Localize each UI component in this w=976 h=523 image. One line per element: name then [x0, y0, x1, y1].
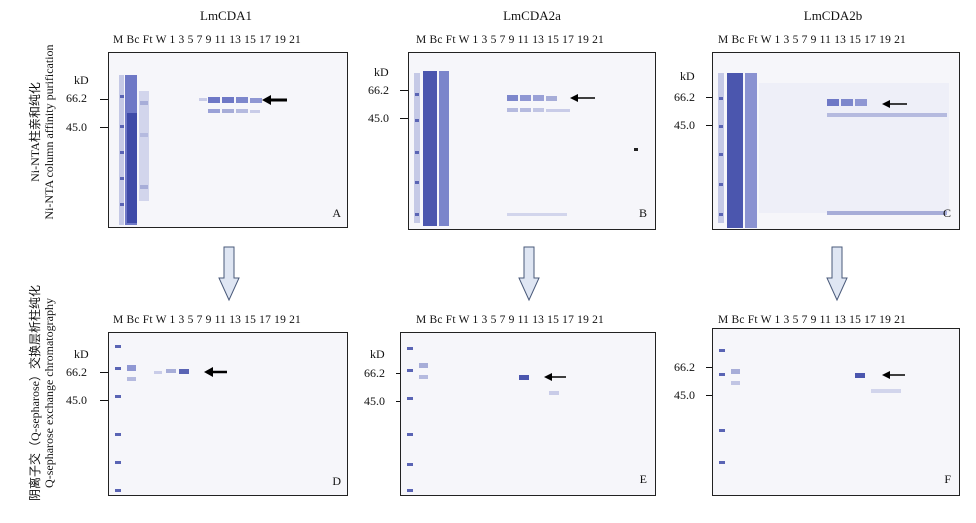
row-label-q-sepharose-cn: 阴离子交（Q-sepharose）交换层析柱纯化 — [28, 285, 42, 501]
mw-66-c: 66.2 — [674, 90, 695, 104]
mw-66-b: 66.2 — [368, 83, 389, 97]
mw-66-tick-d — [100, 372, 108, 373]
mw-45-a: 45.0 — [66, 120, 87, 134]
gel-panel-e: E — [400, 332, 656, 496]
down-arrow-icon — [826, 246, 848, 302]
lane-labels-c: M Bc Ft W 1 3 5 7 9 11 13 15 17 19 21 — [718, 34, 907, 46]
down-arrow-icon — [518, 246, 540, 302]
kd-label-a: kD — [74, 73, 89, 87]
mw-45-b: 45.0 — [368, 111, 389, 125]
kd-label-b: kD — [374, 65, 389, 79]
mw-66-tick-c — [706, 97, 714, 98]
gel-panel-d: D — [108, 332, 348, 496]
mw-66-a: 66.2 — [66, 91, 87, 105]
mw-45-tick-d — [100, 400, 108, 401]
down-arrow-icon — [218, 246, 240, 302]
kd-label-e: kD — [370, 347, 385, 361]
row-label-ni-nta-en: Ni-NTA column affinity purification — [42, 44, 56, 220]
lane-labels-d: M Bc Ft W 1 3 5 7 9 11 13 15 17 19 21 — [113, 314, 302, 326]
gel-panel-a: A — [108, 52, 348, 228]
row-label-ni-nta-cn: Ni-NTA柱亲和纯化 — [28, 82, 42, 182]
panel-label-f: F — [944, 472, 951, 486]
gel-image-d — [115, 345, 227, 492]
mw-66-f: 66.2 — [674, 360, 695, 374]
mw-45-f: 45.0 — [674, 388, 695, 402]
mw-45-tick-b — [400, 118, 408, 119]
mw-66-tick-b — [400, 90, 408, 91]
kd-label-d: kD — [74, 347, 89, 361]
mw-45-tick-f — [706, 395, 714, 396]
gel-image-f — [719, 349, 905, 464]
lane-labels-b: M Bc Ft W 1 3 5 7 9 11 13 15 17 19 21 — [416, 34, 605, 46]
mw-45-tick-a — [100, 127, 108, 128]
mw-66-tick-f — [706, 367, 714, 368]
panel-label-c: C — [942, 206, 951, 220]
gel-image-e — [407, 347, 566, 492]
row-label-q-sepharose-en: Q-sepharose exchange chromatography — [42, 298, 56, 488]
gel-panel-c: C — [712, 52, 960, 230]
column-title-lmcda2b: LmCDA2b — [803, 8, 863, 23]
column-title-lmcda2a: LmCDA2a — [503, 8, 561, 23]
mw-66-e: 66.2 — [364, 366, 385, 380]
row-label-q-sepharose: 阴离子交（Q-sepharose）交换层析柱纯化 Q-sepharose exc… — [28, 263, 56, 523]
lane-labels-e: M Bc Ft W 1 3 5 7 9 11 13 15 17 19 21 — [416, 314, 605, 326]
mw-45-e: 45.0 — [364, 394, 385, 408]
panel-label-a: A — [332, 206, 341, 220]
gel-panel-b: B — [408, 52, 656, 230]
mw-66-d: 66.2 — [66, 365, 87, 379]
lane-labels-f: M Bc Ft W 1 3 5 7 9 11 13 15 17 19 21 — [718, 314, 907, 326]
gel-image-c — [718, 73, 949, 228]
mw-45-d: 45.0 — [66, 393, 87, 407]
panel-label-d: D — [332, 474, 341, 488]
column-title-lmcda1: LmCDA1 — [200, 8, 252, 23]
row-label-ni-nta: Ni-NTA柱亲和纯化 Ni-NTA column affinity purif… — [28, 2, 56, 262]
panel-label-e: E — [639, 472, 647, 486]
mw-45-c: 45.0 — [674, 118, 695, 132]
mw-45-tick-c — [706, 125, 714, 126]
gel-image-a — [119, 75, 287, 225]
gel-image-b — [414, 71, 638, 226]
kd-label-c: kD — [680, 69, 695, 83]
gel-panel-f: F — [712, 328, 960, 496]
mw-66-tick-a — [100, 99, 108, 100]
lane-labels-a: M Bc Ft W 1 3 5 7 9 11 13 15 17 19 21 — [113, 34, 302, 46]
panel-label-b: B — [638, 206, 647, 220]
